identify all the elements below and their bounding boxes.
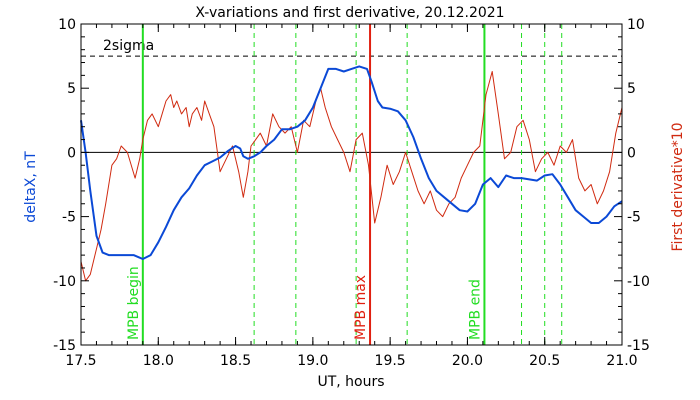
y-right-tick-label-3: 0: [627, 145, 636, 161]
series-line-1: [80, 71, 623, 282]
y-left-tick-label-4: 5: [67, 81, 76, 97]
y-right-tick-label-0: -15: [627, 338, 650, 354]
y-left-tick-label-0: -15: [53, 338, 76, 354]
chart-title: X-variations and first derivative, 20.12…: [195, 5, 504, 21]
y-left-tick-label-2: -5: [62, 210, 76, 226]
y-left-tick-label-3: 0: [67, 145, 76, 161]
y-left-tick-label-5: 10: [58, 17, 76, 33]
event-label-0: MPB begin: [126, 266, 142, 340]
x-tick-label-0: 17.5: [65, 353, 96, 369]
y-axis-label-left: deltaX, nT: [23, 151, 39, 223]
y-right-tick-label-4: 5: [627, 81, 636, 97]
y-right-tick-label-5: 10: [627, 17, 645, 33]
x-tick-label-2: 18.5: [220, 353, 251, 369]
event-label-4: MPB max: [353, 275, 369, 340]
x-tick-label-7: 21.0: [606, 353, 637, 369]
x-tick-label-5: 20.0: [452, 353, 483, 369]
x-axis-label: UT, hours: [317, 374, 384, 390]
y-right-tick-label-2: -5: [627, 210, 641, 226]
x-tick-label-6: 20.5: [529, 353, 560, 369]
x-tick-label-1: 18.0: [143, 353, 174, 369]
threshold-label: 2sigma: [103, 38, 154, 54]
y-axis-label-right: First derivative*10: [670, 122, 686, 251]
plot-frame: [80, 23, 623, 346]
x-tick-label-3: 19.0: [297, 353, 328, 369]
y-left-tick-label-1: -10: [53, 274, 76, 290]
x-tick-label-4: 19.5: [375, 353, 406, 369]
y-right-tick-label-1: -10: [627, 274, 650, 290]
series-line-0: [80, 65, 623, 260]
event-label-6: MPB end: [467, 279, 483, 340]
